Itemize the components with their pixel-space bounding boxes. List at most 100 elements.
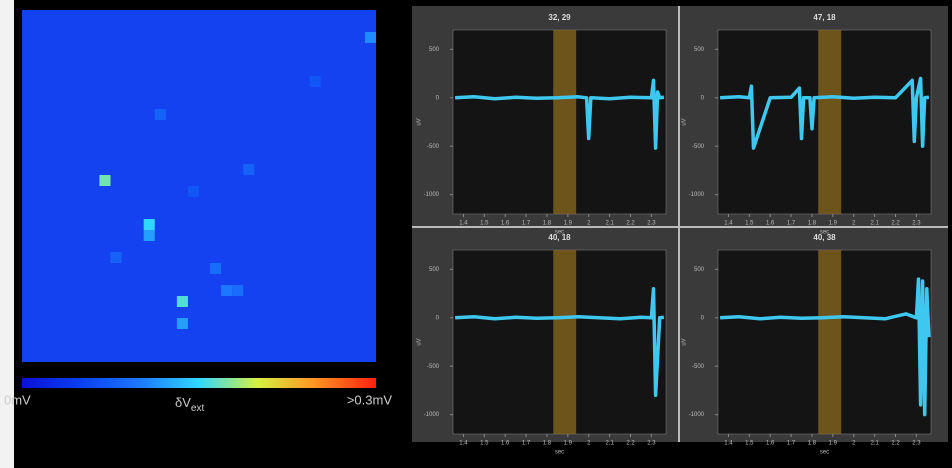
heat-cell [143,219,155,230]
x-tick-label: 1.9 [564,441,573,447]
subplot-title: 32, 29 [548,13,571,22]
heat-cell [309,76,321,87]
subplot: 47, 18 1.4 1.5 1.6 1.7 1.8 1.9 2 2.1 2.2 2.3 500 0 -5… [682,13,932,236]
x-tick-label: 1.8 [543,221,552,227]
x-tick-label: 1.9 [564,221,573,227]
x-tick-label: 1.6 [766,441,775,447]
y-tick-label: -1000 [689,192,705,198]
trace [720,277,931,417]
subplot-title: 40, 18 [548,233,571,242]
x-tick-label: 1.7 [522,221,531,227]
x-tick-label: 1.7 [787,441,796,447]
subplot-title: 47, 18 [813,13,836,22]
highlight-band [553,250,577,434]
heat-cell [243,164,255,175]
x-tick-label: 1.9 [829,441,838,447]
heat-cell [187,186,199,197]
x-tick-label: 1.4 [724,441,733,447]
colorbar-min-label: 0mV [4,392,31,407]
x-tick-label: 1.4 [724,221,733,227]
x-tick-label: 1.9 [829,221,838,227]
highlight-band [818,30,842,214]
heat-cell [176,318,188,329]
y-tick-label: -500 [427,364,440,370]
y-tick-label: 0 [701,315,705,321]
x-tick-label: 2.1 [605,221,614,227]
y-tick-label: -500 [692,144,705,150]
x-tick-label: 2 [587,221,591,227]
x-tick-label: 1.7 [787,221,796,227]
y-axis-label: uV [417,338,423,345]
x-tick-label: 2.2 [626,221,635,227]
x-tick-label: 2.2 [891,221,900,227]
subplot: 32, 29 1.4 1.5 1.6 1.7 1.8 1.9 2 2.1 2.2 2.3 500 0 -5… [417,13,667,236]
y-tick-label: -1000 [424,192,440,198]
y-tick-label: 0 [701,95,705,101]
x-tick-label: 1.4 [459,441,468,447]
x-tick-label: 1.8 [543,441,552,447]
y-tick-label: 500 [694,267,705,273]
x-tick-label: 1.4 [459,221,468,227]
x-tick-label: 1.8 [808,441,817,447]
highlight-band [553,30,577,214]
colorbar [22,378,376,388]
x-tick-label: 1.6 [501,221,510,227]
x-tick-label: 2.3 [647,441,656,447]
subplot-title: 40, 38 [813,233,836,242]
heat-cell [99,175,111,186]
x-tick-label: 1.6 [766,221,775,227]
y-tick-label: -1000 [424,412,440,418]
x-tick-label: 2.3 [912,441,921,447]
heat-cell [176,296,188,307]
plots: 32, 29 1.4 1.5 1.6 1.7 1.8 1.9 2 2.1 2.2 2.3 500 0 -5… [417,13,932,456]
trace [455,286,665,398]
x-tick-label: 2.1 [870,441,879,447]
trace [720,76,930,150]
y-tick-label: -500 [692,364,705,370]
heat-cell [154,109,166,120]
y-tick-label: 0 [436,95,440,101]
x-tick-label: 1.6 [501,441,510,447]
y-axis-label: uV [682,338,688,345]
subplot: 40, 38 1.4 1.5 1.6 1.7 1.8 1.9 2 2.1 2.2 2.3 500 0 -5… [682,233,932,456]
y-tick-label: 500 [429,47,440,53]
y-tick-label: -500 [427,144,440,150]
heat-cell [232,285,244,296]
heatmap: 0mV δVext >0.3mV [4,10,392,414]
heat-cell [110,252,122,263]
colorbar-label-main: δV [175,395,191,410]
y-axis-label: uV [417,118,423,125]
x-axis-label: sec [555,450,564,456]
y-tick-label: 0 [436,315,440,321]
x-axis-label: sec [555,230,564,236]
y-axis-label: uV [682,118,688,125]
heat-cell [143,230,155,241]
heat-cell [364,32,376,43]
trace [455,78,665,150]
x-tick-label: 2.2 [891,441,900,447]
y-tick-label: -1000 [689,412,705,418]
x-tick-label: 2.1 [605,441,614,447]
left-edge [0,0,14,468]
x-tick-label: 2 [852,221,856,227]
subplot: 40, 18 1.4 1.5 1.6 1.7 1.8 1.9 2 2.1 2.2 2.3 500 0 -5… [417,233,667,456]
x-tick-label: 2.3 [647,221,656,227]
x-axis-label: sec [820,230,829,236]
heat-cell [221,285,233,296]
x-tick-label: 2.3 [912,221,921,227]
x-tick-label: 1.5 [480,221,489,227]
x-tick-label: 1.7 [522,441,531,447]
x-tick-label: 1.8 [808,221,817,227]
colorbar-label: δVext [175,395,204,413]
x-tick-label: 2.1 [870,221,879,227]
y-tick-label: 500 [429,267,440,273]
x-tick-label: 1.5 [745,221,754,227]
x-tick-label: 2.2 [626,441,635,447]
colorbar-label-sub: ext [191,403,205,414]
x-tick-label: 2 [852,441,856,447]
x-tick-label: 1.5 [480,441,489,447]
highlight-band [818,250,842,434]
x-tick-label: 2 [587,441,591,447]
